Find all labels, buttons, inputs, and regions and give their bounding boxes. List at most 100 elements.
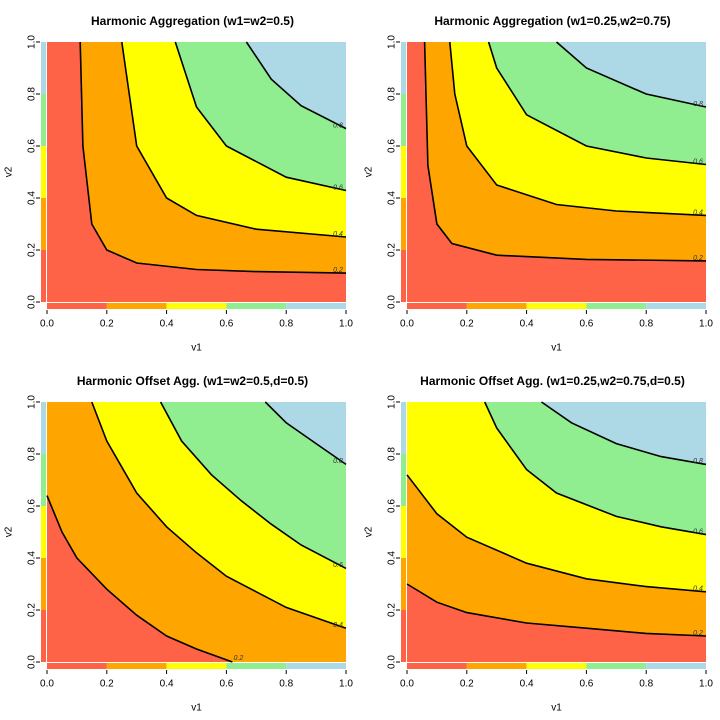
contour-line [423,41,707,262]
contour-line [264,401,347,466]
contour-line [487,41,707,166]
contour-line [406,474,707,593]
axis-strip [401,610,406,662]
contour-label: 0.8 [693,101,703,108]
axis-strip [466,303,527,309]
x-tick-label: 1.0 [699,679,713,690]
axis-strip [226,303,287,309]
y-tick-label: 0.6 [387,139,398,153]
contour-line [91,401,347,629]
panel: Harmonic Aggregation (w1=0.25,w2=0.75) 0.… [364,14,714,353]
contour-fill [47,42,346,302]
y-tick-label: 0.2 [27,603,38,617]
contour-line [245,41,347,130]
axis-strip [41,198,46,250]
x-tick-label: 1.0 [339,319,353,330]
axis-strip [466,663,527,669]
y-tick-label: 0.8 [387,447,398,461]
contour-line [406,583,707,637]
y-tick-label: 0.2 [387,243,398,257]
y-tick-label: 0.0 [387,295,398,309]
x-tick-label: 0.0 [40,679,54,690]
contour-line [121,41,347,238]
x-tick-label: 0.4 [520,319,534,330]
axis-strip [47,663,107,669]
axis-strip [407,303,467,309]
contour-label: 0.6 [693,158,703,165]
axis-strip [41,94,46,146]
contour-fill [47,495,233,662]
axis-strip [526,303,587,309]
panel-title: Harmonic Offset Agg. (w1=0.25,w2=0.75,d=… [420,374,685,388]
contour-label: 0.2 [693,630,703,637]
x-tick-label: 1.0 [339,679,353,690]
axis-strip [41,610,46,662]
axis-strip [166,663,227,669]
x-tick-label: 0.2 [100,319,114,330]
contour-label: 0.4 [693,586,703,593]
y-axis-label: v2 [4,526,15,537]
contour-fill [407,584,706,662]
contour-label: 0.8 [333,122,343,129]
y-tick-label: 0.0 [387,655,398,669]
y-tick-label: 1.0 [387,35,398,49]
y-tick-label: 1.0 [27,35,38,49]
axis-strip [41,558,46,610]
contour-label: 0.4 [693,209,703,216]
x-tick-label: 0.8 [279,679,293,690]
axis-strip [407,663,467,669]
axis-strip [401,250,406,302]
contour-label: 0.8 [333,458,343,465]
contour-label: 0.6 [693,528,703,535]
y-tick-label: 0.8 [27,447,38,461]
contour-label: 0.6 [333,184,343,191]
axis-strip [41,454,46,506]
y-tick-label: 0.2 [27,243,38,257]
contour-line [449,41,707,217]
axis-strip [646,303,706,309]
x-tick-label: 0.8 [639,679,653,690]
contour-line [555,41,707,108]
x-axis-label: v1 [191,703,202,714]
contour-line [46,495,233,663]
axis-strip [401,198,406,250]
x-tick-label: 0.6 [219,679,233,690]
x-tick-label: 0.4 [520,679,534,690]
contour-label: 0.2 [234,655,244,662]
panel-title: Harmonic Offset Agg. (w1=w2=0.5,d=0.5) [77,374,308,388]
y-tick-label: 0.6 [27,499,38,513]
panel: Harmonic Offset Agg. (w1=w2=0.5,d=0.5) 0.… [4,374,354,713]
y-tick-label: 1.0 [387,395,398,409]
x-tick-label: 0.2 [100,679,114,690]
axis-strip [106,303,167,309]
x-tick-label: 0.2 [460,679,474,690]
contour-label: 0.6 [333,562,343,569]
x-axis-label: v1 [551,343,562,354]
axis-strip [401,146,406,198]
y-tick-label: 0.4 [27,551,38,565]
axis-strip [47,303,107,309]
axis-strip [646,663,706,669]
x-tick-label: 0.0 [400,679,414,690]
axis-strip [401,402,406,454]
y-tick-label: 0.2 [387,603,398,617]
x-tick-label: 0.6 [579,319,593,330]
y-tick-label: 1.0 [27,395,38,409]
contour-line [174,41,347,192]
x-axis-label: v1 [551,703,562,714]
axis-strip [41,42,46,94]
panel: Harmonic Aggregation (w1=w2=0.5) 0.2 0.4 0.… [4,14,354,353]
x-tick-label: 0.6 [219,319,233,330]
axis-strip [41,402,46,454]
y-axis-label: v2 [4,166,15,177]
axis-strip [401,94,406,146]
axis-strip [526,663,587,669]
contour-label: 0.2 [693,255,703,262]
x-tick-label: 0.0 [40,319,54,330]
x-tick-label: 0.2 [460,319,474,330]
x-tick-label: 0.8 [639,319,653,330]
axis-strip [401,558,406,610]
axis-strip [41,506,46,558]
y-tick-label: 0.4 [387,191,398,205]
